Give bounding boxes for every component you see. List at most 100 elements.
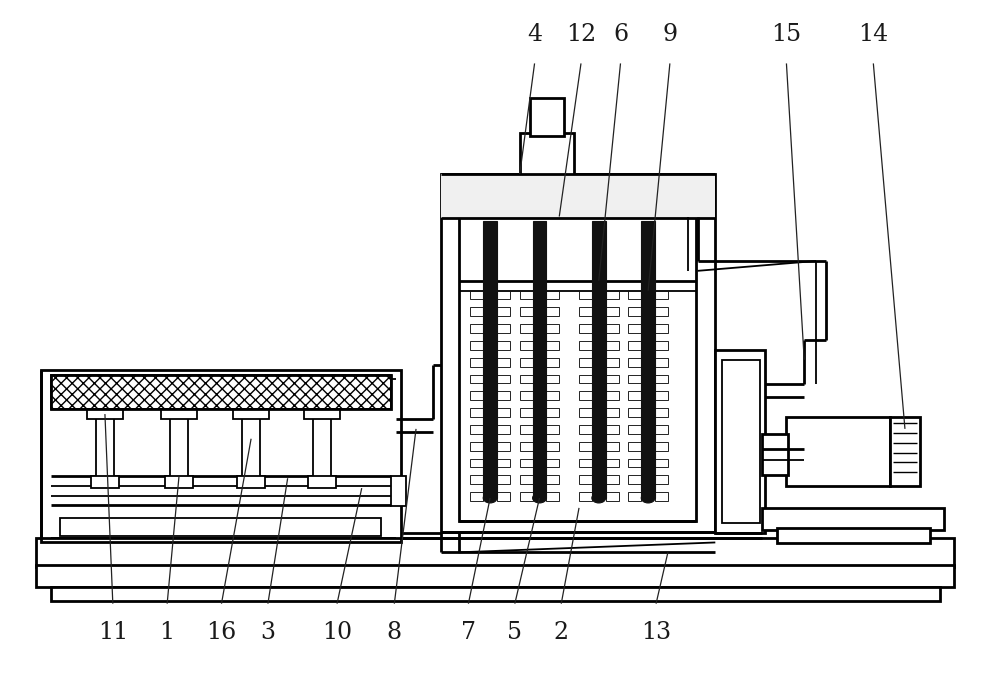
Text: 6: 6: [613, 22, 628, 45]
Bar: [497, 458, 510, 467]
Bar: [497, 324, 510, 333]
Bar: [546, 341, 559, 350]
Bar: [237, 477, 265, 488]
Bar: [497, 475, 510, 484]
Text: 5: 5: [507, 621, 522, 645]
Text: 11: 11: [98, 621, 128, 645]
Text: 12: 12: [566, 22, 596, 45]
Text: 15: 15: [771, 22, 801, 45]
Bar: [533, 221, 546, 498]
Bar: [233, 409, 269, 419]
Bar: [520, 133, 574, 177]
Text: 14: 14: [858, 22, 888, 45]
Bar: [606, 408, 619, 417]
Bar: [655, 408, 668, 417]
Bar: [520, 408, 533, 417]
Bar: [762, 508, 944, 529]
Bar: [628, 391, 641, 400]
Bar: [546, 408, 559, 417]
Bar: [655, 475, 668, 484]
Bar: [606, 391, 619, 400]
Bar: [592, 221, 606, 498]
Bar: [628, 441, 641, 451]
Bar: [579, 425, 592, 434]
Bar: [470, 475, 483, 484]
Bar: [470, 408, 483, 417]
Bar: [497, 408, 510, 417]
Bar: [655, 441, 668, 451]
Bar: [520, 374, 533, 383]
Bar: [715, 350, 765, 533]
Bar: [606, 357, 619, 367]
Bar: [655, 307, 668, 316]
Text: 8: 8: [387, 621, 402, 645]
Bar: [497, 341, 510, 350]
Bar: [520, 324, 533, 333]
Bar: [579, 458, 592, 467]
Bar: [520, 290, 533, 299]
Bar: [520, 357, 533, 367]
Bar: [87, 409, 123, 419]
Bar: [722, 359, 760, 523]
Bar: [579, 357, 592, 367]
Bar: [579, 475, 592, 484]
Bar: [606, 425, 619, 434]
Bar: [441, 174, 715, 531]
Bar: [628, 374, 641, 383]
Bar: [242, 414, 260, 481]
Bar: [51, 587, 940, 600]
Bar: [96, 414, 114, 481]
Bar: [546, 441, 559, 451]
Bar: [470, 458, 483, 467]
Ellipse shape: [483, 493, 497, 503]
Bar: [628, 324, 641, 333]
Bar: [546, 324, 559, 333]
Bar: [497, 425, 510, 434]
Bar: [313, 414, 331, 481]
Bar: [470, 341, 483, 350]
Bar: [606, 341, 619, 350]
Bar: [546, 307, 559, 316]
Bar: [483, 221, 497, 498]
Bar: [546, 458, 559, 467]
Bar: [655, 290, 668, 299]
Bar: [165, 477, 193, 488]
Text: 4: 4: [527, 22, 542, 45]
Bar: [655, 391, 668, 400]
Bar: [304, 409, 340, 419]
Text: 2: 2: [554, 621, 569, 645]
Bar: [51, 374, 391, 409]
Bar: [579, 307, 592, 316]
Bar: [628, 458, 641, 467]
Bar: [606, 290, 619, 299]
Bar: [470, 391, 483, 400]
Bar: [391, 477, 406, 506]
Bar: [308, 477, 336, 488]
Bar: [786, 417, 890, 486]
Bar: [628, 290, 641, 299]
Bar: [606, 492, 619, 501]
Bar: [520, 341, 533, 350]
Bar: [777, 527, 930, 544]
Bar: [530, 98, 564, 135]
Bar: [606, 441, 619, 451]
Bar: [546, 357, 559, 367]
Bar: [546, 374, 559, 383]
Bar: [520, 391, 533, 400]
Bar: [579, 441, 592, 451]
Bar: [546, 391, 559, 400]
Bar: [606, 307, 619, 316]
Bar: [520, 475, 533, 484]
Bar: [579, 374, 592, 383]
Bar: [606, 324, 619, 333]
Bar: [579, 290, 592, 299]
Bar: [655, 458, 668, 467]
Bar: [91, 477, 119, 488]
Bar: [470, 307, 483, 316]
Bar: [546, 425, 559, 434]
Bar: [628, 357, 641, 367]
Bar: [655, 492, 668, 501]
Bar: [546, 475, 559, 484]
Bar: [546, 492, 559, 501]
Bar: [470, 324, 483, 333]
